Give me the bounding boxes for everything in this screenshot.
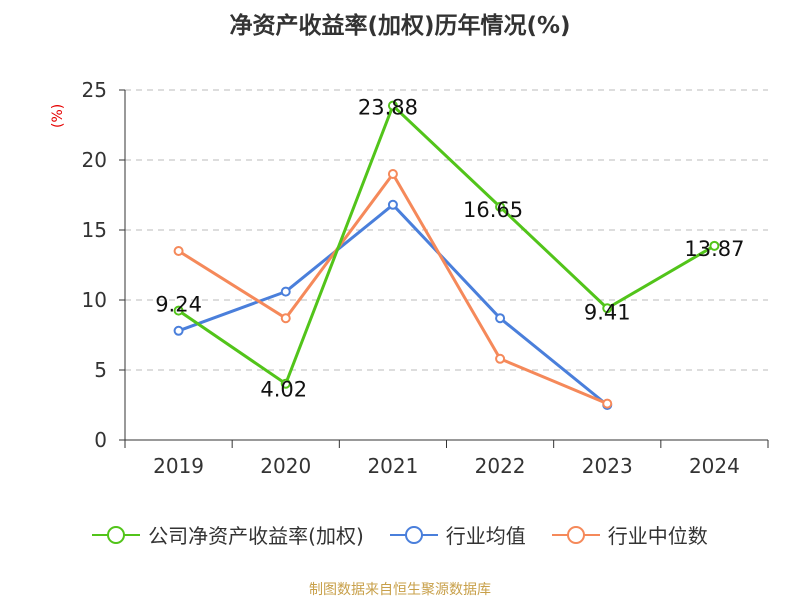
data-point — [280, 313, 291, 324]
data-point — [173, 325, 184, 336]
x-tick-label: 2021 — [367, 454, 418, 478]
legend-item-industry-median[interactable]: 行业中位数 — [551, 520, 708, 549]
x-tick-label: 2019 — [153, 454, 204, 478]
data-label: 9.24 — [155, 293, 202, 317]
legend-label-company: 公司净资产收益率(加权) — [148, 524, 364, 548]
data-point — [495, 353, 506, 364]
data-source-note: 制图数据来自恒生聚源数据库 — [309, 582, 491, 598]
y-tick-label: 0 — [94, 428, 107, 452]
y-tick-label: 20 — [82, 148, 107, 172]
data-point — [495, 313, 506, 324]
y-tick-label: 25 — [82, 78, 107, 102]
data-point — [387, 199, 398, 210]
data-point — [387, 100, 398, 111]
legend-swatch-industry-mean — [389, 525, 438, 544]
data-point — [602, 398, 613, 409]
legend-item-company[interactable]: 公司净资产收益率(加权) — [92, 520, 364, 549]
data-label: 4.02 — [260, 378, 307, 402]
data-label: 23.88 — [358, 96, 418, 120]
y-tick-label: 15 — [82, 218, 107, 242]
chart-title: 净资产收益率(加权)历年情况(%) — [229, 13, 571, 39]
legend-label-industry-median: 行业中位数 — [607, 524, 708, 548]
data-point — [709, 240, 720, 251]
y-tick-label: 5 — [94, 358, 107, 382]
x-tick-label: 2024 — [689, 454, 740, 478]
data-point — [602, 303, 613, 314]
data-point — [280, 378, 291, 389]
data-point — [173, 305, 184, 316]
legend-label-industry-mean: 行业均值 — [445, 524, 526, 548]
data-point — [387, 169, 398, 179]
data-label: 16.65 — [463, 198, 523, 222]
series-line-0 — [177, 104, 716, 386]
x-tick-label: 2023 — [582, 454, 633, 478]
legend-swatch-company — [92, 525, 141, 544]
x-tick-label: 2020 — [260, 454, 311, 478]
data-point — [173, 246, 184, 256]
legend-swatch-industry-median — [551, 525, 600, 544]
legend-item-industry-mean[interactable]: 行业均值 — [389, 520, 526, 549]
data-label: 9.41 — [584, 300, 631, 324]
y-tick-label: 10 — [82, 288, 107, 312]
data-label: 13.87 — [684, 237, 744, 261]
data-point — [495, 201, 506, 212]
series-line-1 — [178, 203, 609, 407]
data-point — [280, 286, 291, 297]
x-tick-label: 2022 — [475, 454, 526, 478]
legend: 公司净资产收益率(加权) 行业均值 行业中位数 — [0, 520, 800, 549]
